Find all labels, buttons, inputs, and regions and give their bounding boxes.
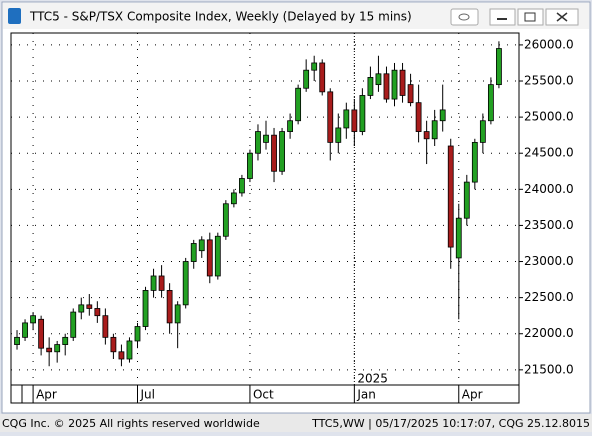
app-icon <box>8 8 21 24</box>
candle-body <box>303 69 310 89</box>
x-tick-label: Apr <box>462 388 483 402</box>
x-tick-label: Jul <box>139 388 154 402</box>
plot-area <box>10 32 520 386</box>
candle-body <box>206 239 213 277</box>
plot-layer: 21500.0 22000.0 22500.0 23000.0 23500.0 24000… <box>11 33 574 403</box>
candle-body <box>198 239 205 252</box>
candle-body <box>359 95 366 132</box>
candle-body <box>263 134 269 143</box>
candle-body <box>487 84 494 122</box>
candle-body <box>463 181 470 219</box>
axis-corner <box>10 384 23 404</box>
candle-body <box>230 192 237 205</box>
candle-body <box>455 217 462 259</box>
candle-body <box>247 152 253 179</box>
maximize-button[interactable] <box>517 8 544 26</box>
footer-left: CQG Inc. © 2025 All rights reserved worl… <box>2 417 260 430</box>
candle-body <box>86 304 93 309</box>
candle-body <box>22 322 28 338</box>
candle-body <box>14 336 20 345</box>
candle-body <box>30 315 36 324</box>
link-icon <box>458 13 470 21</box>
candle-body <box>102 315 109 338</box>
candle-body <box>239 178 245 194</box>
y-tick-label: 23500.0 <box>524 218 574 232</box>
candle-body <box>166 290 173 324</box>
candle-body <box>255 131 261 154</box>
candle-body <box>38 318 45 349</box>
y-tick-label: 25500.0 <box>524 74 574 88</box>
candle-body <box>423 131 430 140</box>
candle-body <box>383 73 390 100</box>
minimize-button[interactable] <box>489 8 516 26</box>
candle-body <box>54 344 61 353</box>
candle-body <box>391 69 398 100</box>
maximize-icon <box>524 12 536 22</box>
footer-right: TTC5,WW | 05/17/2025 10:17:07, CQG 25.12… <box>311 417 590 430</box>
y-tick-label: 22000.0 <box>524 326 574 340</box>
candle-body <box>134 326 141 342</box>
close-icon <box>556 12 568 22</box>
y-tick-label: 26000.0 <box>524 37 574 51</box>
candle-body <box>479 120 486 143</box>
x-tick-label: Oct <box>253 388 274 402</box>
candle-body <box>399 69 406 96</box>
candle-body <box>471 141 478 183</box>
link-button[interactable] <box>450 8 479 26</box>
candle-body <box>279 131 285 172</box>
x-tick-label: Jan <box>356 388 376 402</box>
candle-body <box>407 84 414 104</box>
candle-body <box>439 109 446 122</box>
candle-body <box>70 311 77 338</box>
candle-body <box>158 275 165 291</box>
candle-body <box>174 304 181 324</box>
candle-body <box>222 203 229 237</box>
candle-body <box>295 87 302 122</box>
candle-body <box>118 351 125 360</box>
candle-body <box>447 145 454 248</box>
candle-body <box>150 275 157 291</box>
candle-body <box>271 134 277 172</box>
candle-body <box>319 62 326 93</box>
y-tick-label: 22500.0 <box>524 290 574 304</box>
candle-body <box>190 243 197 262</box>
candle-body <box>78 304 85 313</box>
candle-body <box>311 62 318 71</box>
candle-body <box>62 336 69 345</box>
candle-body <box>126 340 133 360</box>
y-tick-label: 25000.0 <box>524 110 574 124</box>
candle-body <box>367 77 374 96</box>
candle-body <box>335 127 342 143</box>
candle-body <box>110 336 117 353</box>
candle-body <box>287 120 293 132</box>
candle-body <box>343 109 350 129</box>
footer-bar <box>0 414 592 432</box>
candle-body <box>431 120 438 140</box>
candle-body <box>142 290 149 327</box>
candle-body <box>46 347 53 353</box>
y-tick-label: 23000.0 <box>524 254 574 268</box>
x-tick-label: Apr <box>36 388 57 402</box>
candle-body <box>214 235 221 277</box>
candle-body <box>182 261 189 306</box>
y-tick-label: 24000.0 <box>524 182 574 196</box>
window-title: TTC5 - S&P/TSX Composite Index, Weekly (… <box>29 10 412 24</box>
candle-body <box>375 73 382 86</box>
candle-body <box>94 308 101 317</box>
candle-body <box>351 109 358 132</box>
candle-body <box>415 102 422 132</box>
candle-body <box>327 91 334 143</box>
y-tick-label: 24500.0 <box>524 146 574 160</box>
candle-body <box>496 48 502 86</box>
year-label: 2025 <box>357 372 388 386</box>
y-tick-label: 21500.0 <box>524 362 574 376</box>
